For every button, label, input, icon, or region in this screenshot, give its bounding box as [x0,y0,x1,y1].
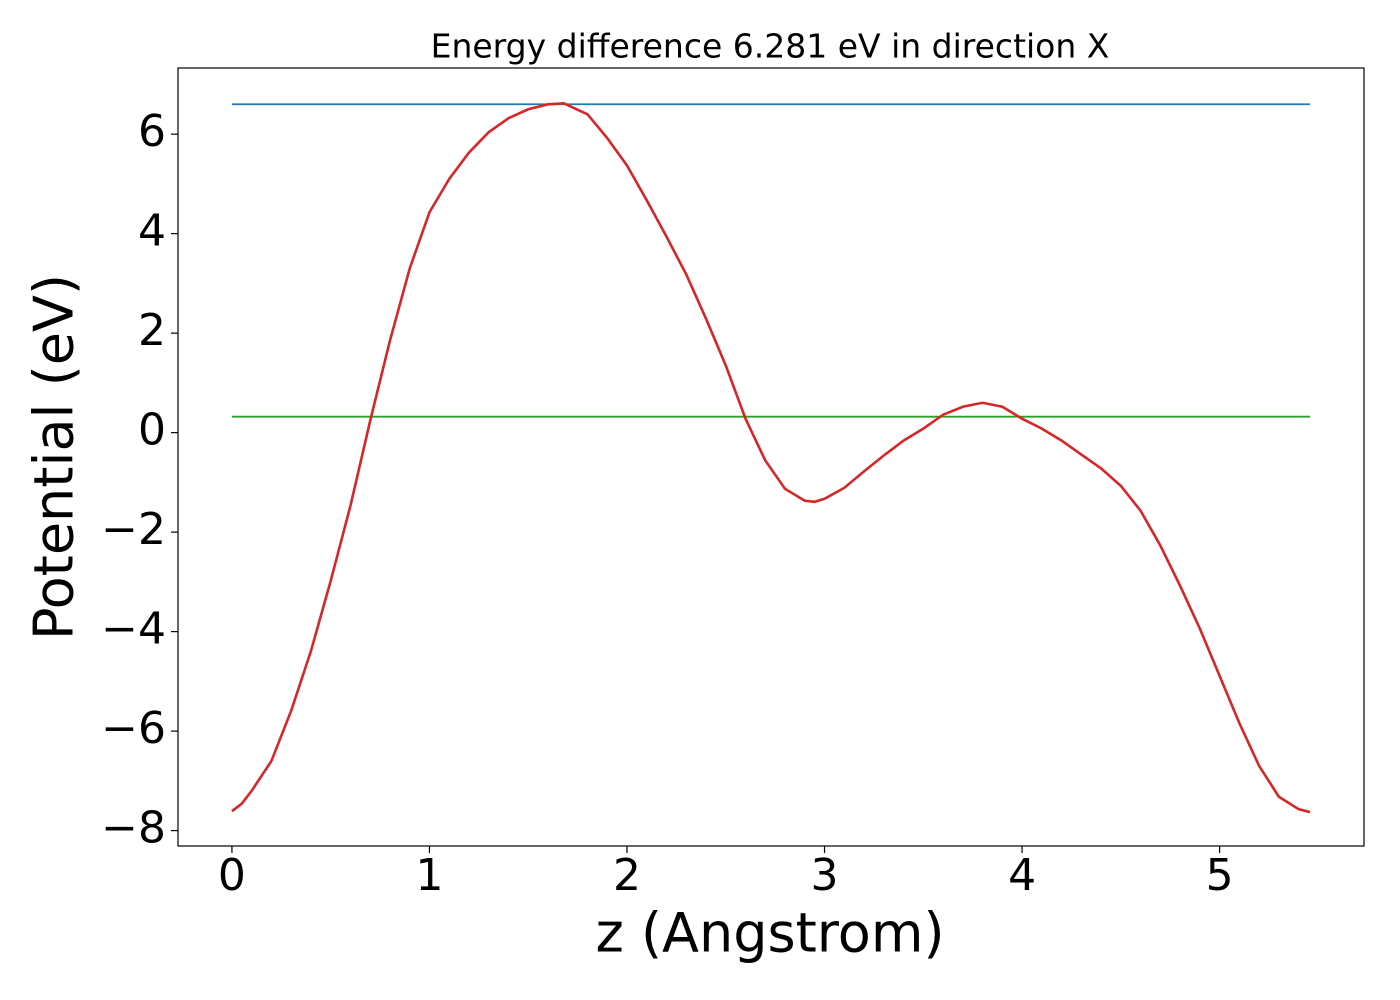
x-axis-label: z (Angstrom) [595,902,944,965]
x-tick-label: 5 [1206,850,1234,901]
y-tick-label: 2 [138,305,166,356]
chart-title: Energy difference 6.281 eV in direction … [431,27,1110,66]
x-tick-label: 1 [415,850,443,901]
y-tick-label: −4 [101,604,166,655]
series-line [231,101,1311,814]
y-tick-label: 0 [138,405,166,456]
plot-frame [177,67,1365,847]
x-tick-label: 2 [613,850,641,901]
y-tick-label: 6 [138,106,166,157]
x-tick-label: 4 [1008,850,1036,901]
y-tick-label: −2 [101,504,166,555]
y-tick-label: −8 [101,803,166,854]
y-tick-label: 4 [138,206,166,257]
x-tick-label: 0 [218,850,246,901]
x-tick-label: 3 [811,850,839,901]
y-tick-label: −6 [101,703,166,754]
y-axis-label: Potential (eV) [23,274,86,640]
